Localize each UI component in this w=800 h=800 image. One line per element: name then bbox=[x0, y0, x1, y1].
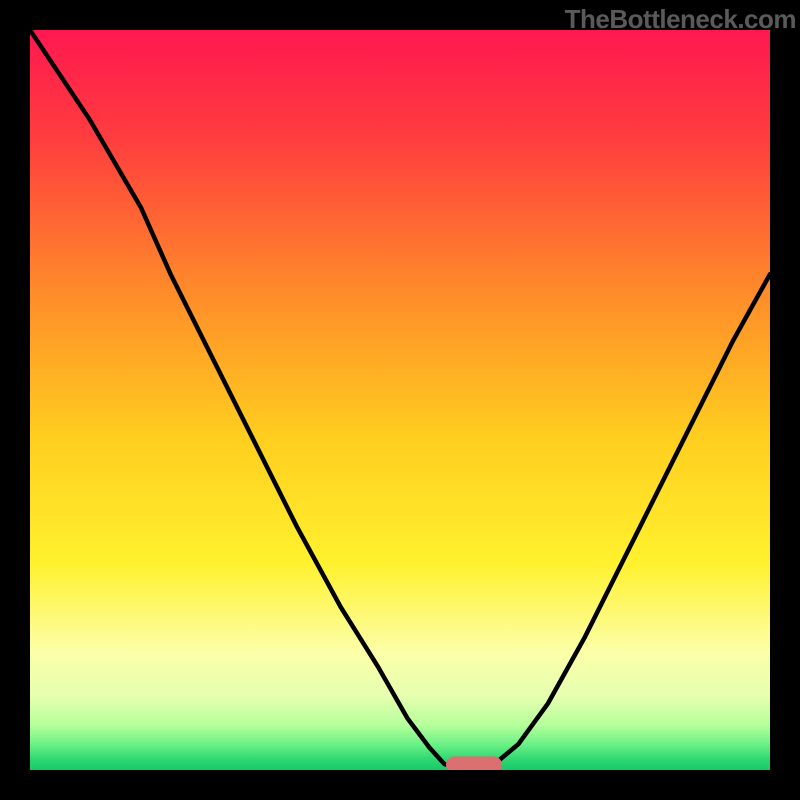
gradient-background bbox=[30, 30, 770, 770]
plot-area bbox=[30, 30, 770, 770]
watermark-text: TheBottleneck.com bbox=[565, 4, 796, 35]
plot-svg bbox=[30, 30, 770, 770]
optimal-marker bbox=[446, 756, 502, 770]
